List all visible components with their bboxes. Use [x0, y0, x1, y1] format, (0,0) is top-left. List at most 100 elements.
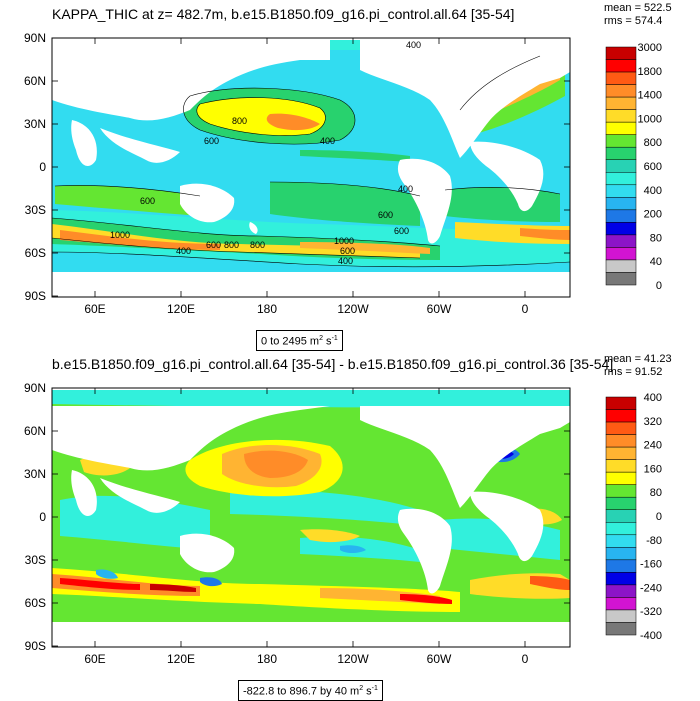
top-lat-labels: 90N 60N 30N 0 30S 60S 90S [24, 31, 46, 303]
colorbar-label: 1000 [638, 113, 662, 125]
colorbar-box [605, 471, 637, 485]
lon-label: 180 [257, 652, 277, 666]
colorbar-label: 800 [644, 137, 662, 149]
bottom-lon-labels: 60E 120E 180 120W 60W 0 [84, 652, 528, 666]
colorbar-label: 160 [644, 463, 662, 475]
contour-label: 600 [378, 210, 393, 220]
contour-label: 400 [338, 256, 353, 266]
lat-label: 60S [25, 596, 46, 610]
colorbar-box [605, 222, 637, 236]
colorbar-label: -240 [640, 582, 662, 594]
colorbar-label: -400 [640, 630, 662, 642]
colorbar-box [605, 409, 637, 423]
lon-label: 0 [522, 652, 529, 666]
lon-label: 120W [337, 652, 369, 666]
colorbar-label: 0 [656, 511, 662, 523]
top-axis-ticks [52, 37, 570, 297]
colorbar-box [605, 547, 637, 561]
colorbar-label: 0 [656, 280, 662, 292]
colorbar-box [605, 421, 637, 435]
lat-label: 60N [24, 74, 46, 88]
lat-label: 90S [25, 639, 46, 653]
colorbar-label: -320 [640, 606, 662, 618]
contour-label: 400 [176, 246, 191, 256]
bottom-map-stats: mean = 41.23 rms = 91.52 [604, 353, 672, 379]
contour-label: 400 [398, 184, 413, 194]
bottom-map-title: b.e15.B1850.f09_g16.pi_control.all.64 [3… [52, 356, 614, 372]
lat-label: 90N [24, 381, 46, 395]
bottom-colorbar: 400 320 240 160 80 0 -80 -160 -240 -320 -400 [605, 392, 662, 642]
colorbar-label: 600 [644, 161, 662, 173]
lon-label: 120E [167, 302, 195, 316]
lon-label: 0 [522, 302, 529, 316]
lat-label: 30N [24, 117, 46, 131]
contour-label: 1000 [334, 236, 354, 246]
lat-label: 30S [25, 553, 46, 567]
contour-label: 600 [140, 196, 155, 206]
contour-label: 800 [224, 240, 239, 250]
contour-label: 400 [406, 40, 421, 50]
contour-label: 800 [250, 240, 265, 250]
contour-label: 600 [340, 246, 355, 256]
top-map-title: KAPPA_THIC at z= 482.7m, b.e15.B1850.f09… [52, 6, 515, 22]
colorbar-box [605, 46, 637, 60]
colorbar-box [605, 121, 637, 135]
bottom-map-rms: rms = 91.52 [604, 366, 663, 378]
bottom-range-unit: s [363, 685, 372, 698]
colorbar-label: 3000 [638, 42, 662, 54]
lon-label: 60W [427, 302, 452, 316]
lat-label: 30N [24, 467, 46, 481]
land-masks [52, 406, 570, 647]
bottom-map-panel: b.e15.B1850.f09_g16.pi_control.all.64 [3… [0, 350, 700, 701]
bottom-lat-labels: 90N 60N 30N 0 30S 60S 90S [24, 381, 46, 653]
colorbar-box [605, 609, 637, 623]
top-map-rms: rms = 574.4 [604, 15, 663, 27]
colorbar-label: 40 [650, 256, 662, 268]
colorbar-label: 240 [644, 440, 662, 452]
colorbar-box [605, 247, 637, 261]
contour-label: 400 [320, 136, 335, 146]
colorbar-label: 400 [644, 392, 662, 404]
top-map-mean: mean = 522.5 [604, 2, 672, 14]
colorbar-label: 400 [644, 185, 662, 197]
colorbar-box [605, 197, 637, 211]
colorbar-box [605, 146, 637, 160]
colorbar-box [605, 584, 637, 598]
top-range-box: 0 to 2495 m2 s-1 [256, 330, 343, 351]
top-map-stats: mean = 522.5 rms = 574.4 [604, 2, 672, 28]
bottom-range-box: -822.8 to 896.7 by 40 m2 s-1 [238, 680, 383, 701]
colorbar-label: -80 [646, 535, 662, 547]
top-map-svg: 400 800 600 400 400 600 600 600 800 1000… [24, 31, 662, 316]
bottom-axis-ticks [52, 387, 570, 647]
top-map-frame [51, 37, 571, 298]
bottom-range-text: -822.8 to 896.7 by 40 m [243, 685, 360, 698]
lon-label: 60E [84, 652, 105, 666]
colorbar-label: -160 [640, 559, 662, 571]
colorbar-label: 1400 [638, 90, 662, 102]
colorbar-box [605, 597, 637, 611]
top-lon-labels: 60E 120E 180 120W 60W 0 [84, 302, 528, 316]
colorbar-box [605, 159, 637, 173]
lon-label: 60W [427, 652, 452, 666]
colorbar-box [605, 496, 637, 510]
colorbar-box [605, 509, 637, 523]
colorbar-box [605, 572, 637, 586]
top-map-panel: KAPPA_THIC at z= 482.7m, b.e15.B1850.f09… [0, 0, 700, 351]
lat-label: 90N [24, 31, 46, 45]
colorbar-box [605, 84, 637, 98]
colorbar-box [605, 534, 637, 548]
bottom-map-mean: mean = 41.23 [604, 353, 672, 365]
colorbar-box [605, 446, 637, 460]
colorbar-box [605, 434, 637, 448]
bottom-map-frame [51, 387, 571, 648]
colorbar-box [605, 134, 637, 148]
colorbar-label: 80 [650, 487, 662, 499]
colorbar-box [605, 272, 637, 286]
lon-label: 120W [337, 302, 369, 316]
lat-label: 90S [25, 289, 46, 303]
lon-label: 60E [84, 302, 105, 316]
colorbar-label: 320 [644, 416, 662, 428]
colorbar-box [605, 59, 637, 73]
colorbar-box [605, 209, 637, 223]
